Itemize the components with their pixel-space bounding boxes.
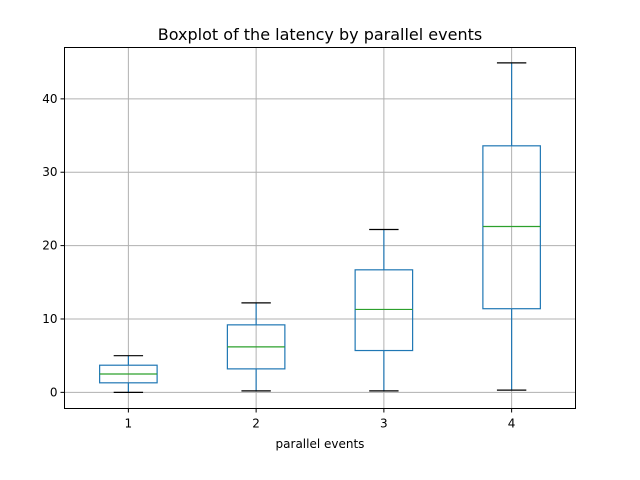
x-tick-label: 4 <box>508 417 516 431</box>
x-tick-label: 2 <box>252 417 260 431</box>
x-tick-label: 1 <box>125 417 133 431</box>
chart-title: Boxplot of the latency by parallel event… <box>158 25 482 44</box>
plot-frame <box>64 47 576 409</box>
box-iqr <box>482 145 541 310</box>
ticks: 0 10 20 30 40 1 2 3 4 <box>42 92 515 431</box>
box-iqr <box>354 269 414 352</box>
boxes <box>99 62 541 393</box>
x-tick-label: 3 <box>380 417 388 431</box>
y-tick-label: 10 <box>42 312 57 326</box>
y-tick-label: 40 <box>42 92 57 106</box>
box-group-1 <box>99 355 158 393</box>
y-tick-label: 20 <box>42 239 57 253</box>
box-group-3 <box>354 228 414 392</box>
x-axis-label: parallel events <box>276 437 365 451</box>
box-group-4 <box>482 62 541 391</box>
y-tick-label: 30 <box>42 165 57 179</box>
box-group-2 <box>226 302 286 392</box>
grid <box>64 47 576 409</box>
y-tick-label: 0 <box>50 385 58 399</box>
